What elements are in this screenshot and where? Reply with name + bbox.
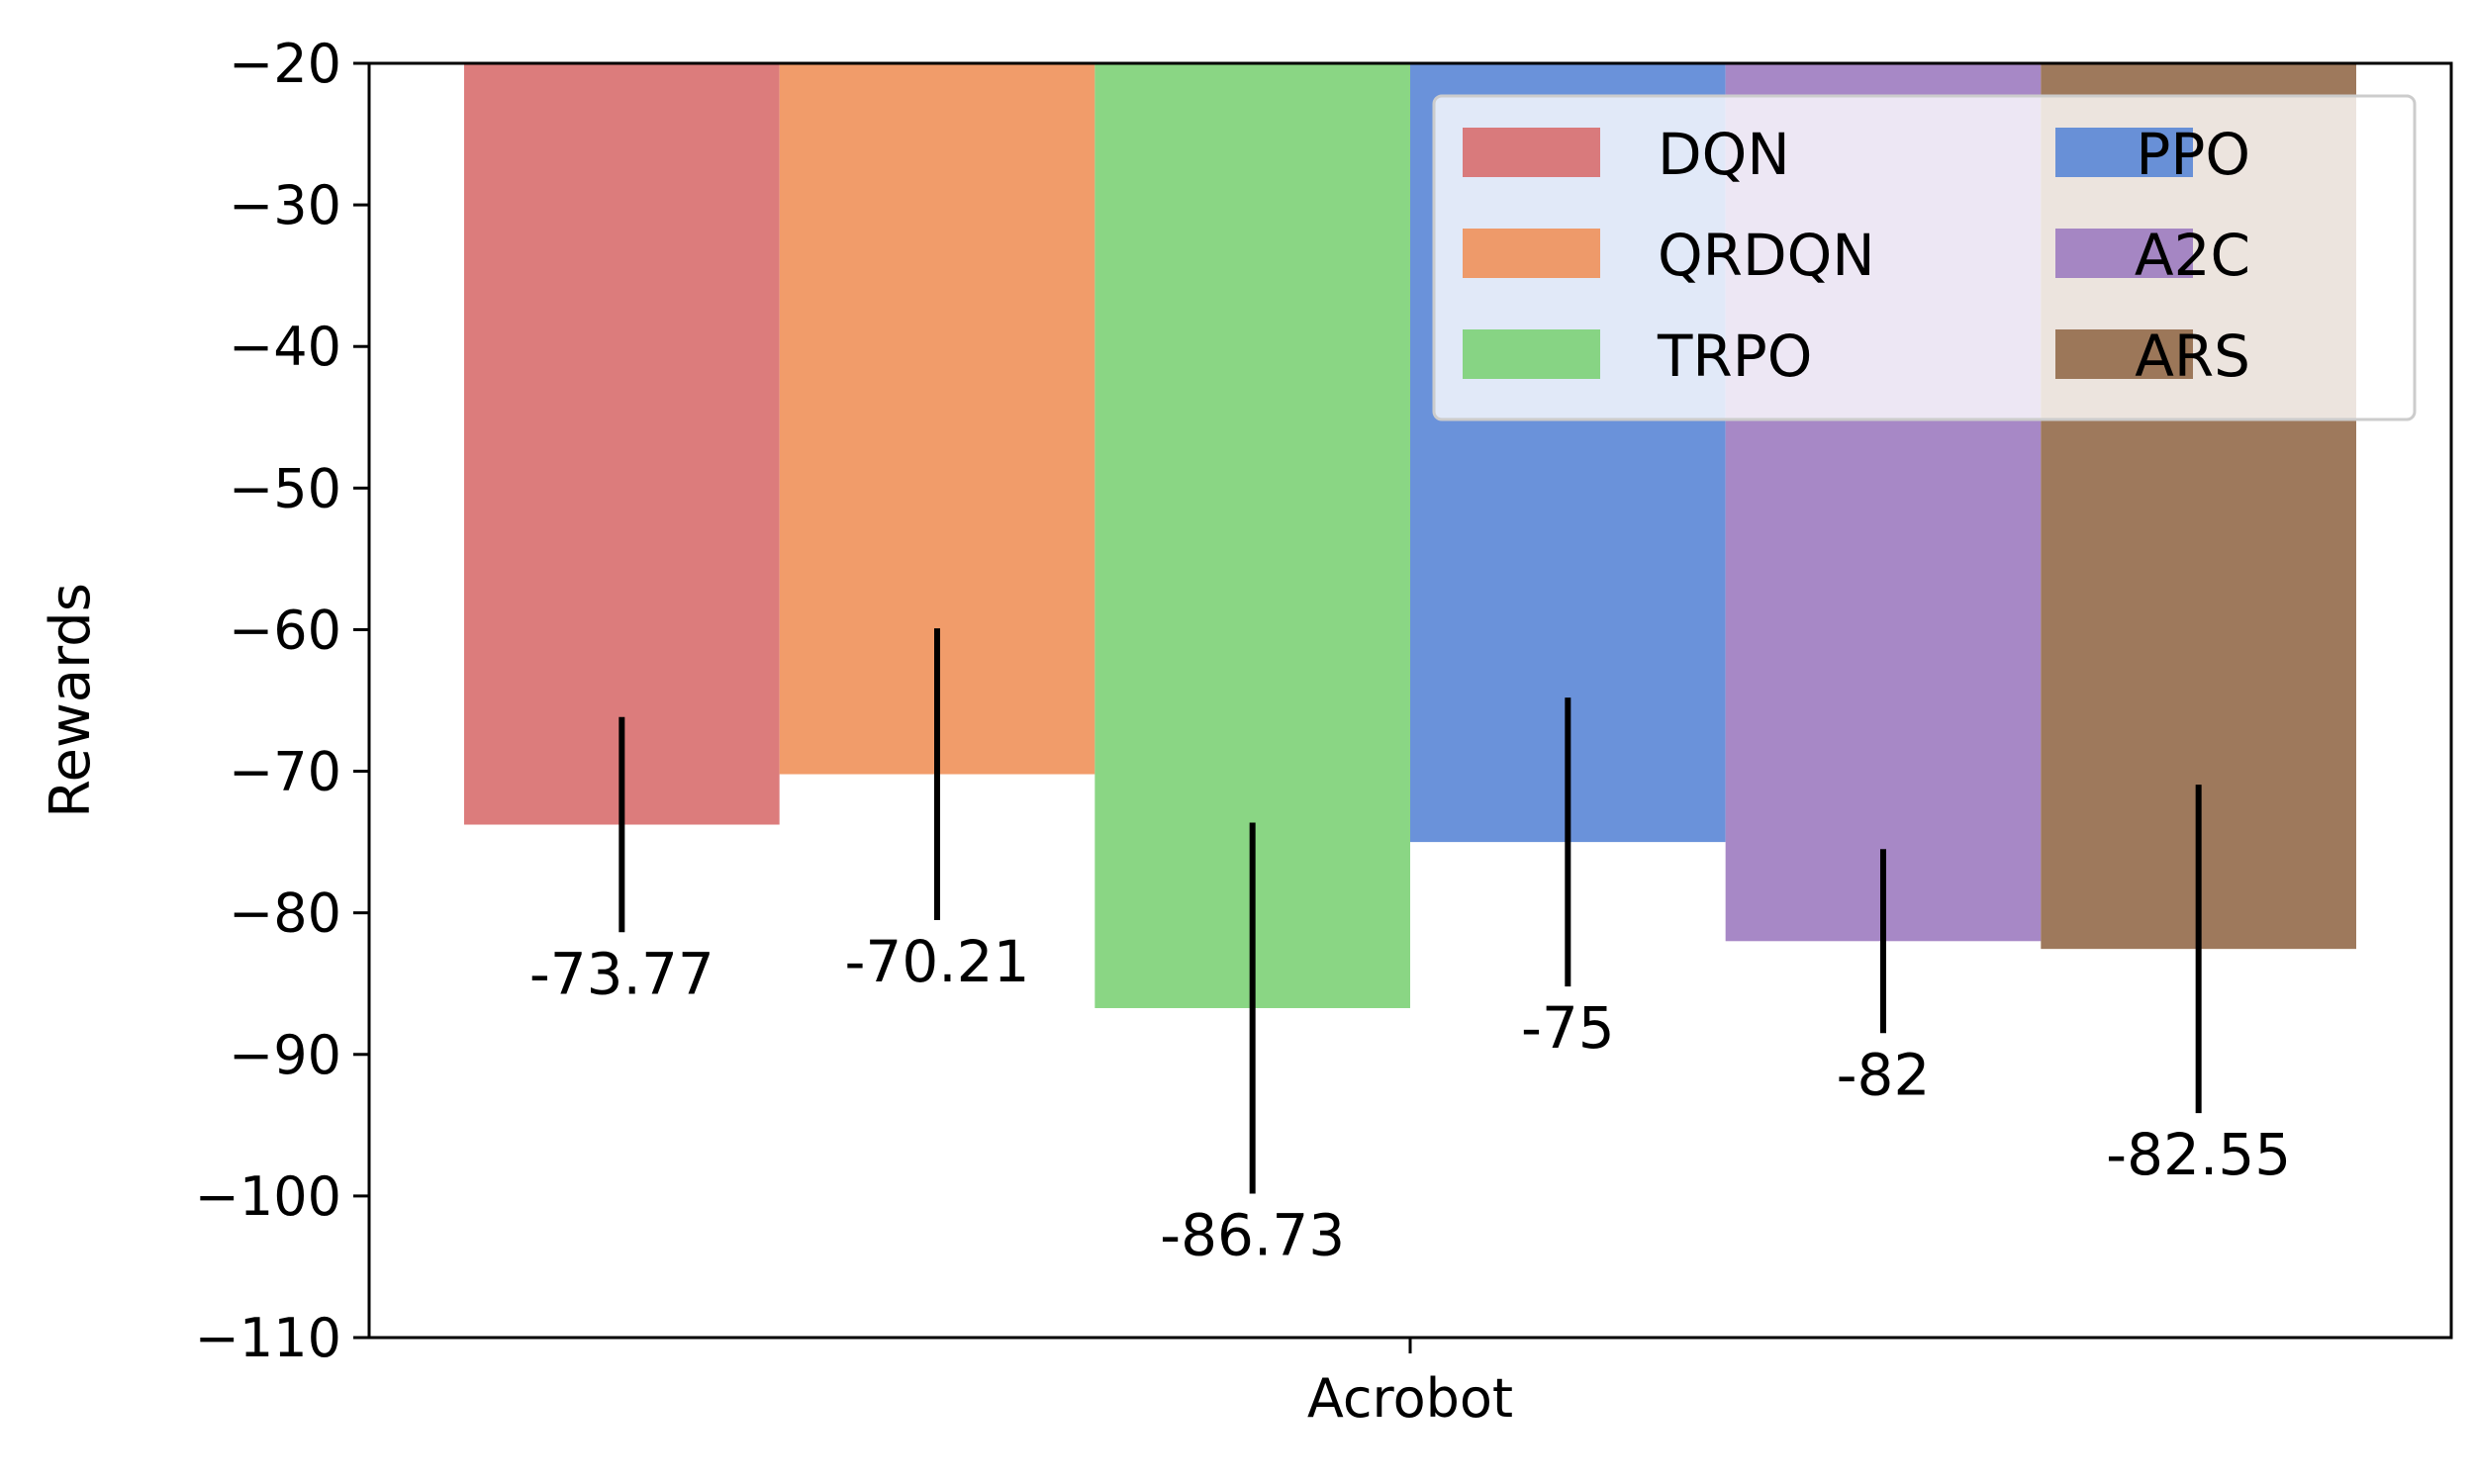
data-label-a2c: -82 (1837, 1041, 1931, 1108)
y-tick-label: −80 (229, 882, 341, 945)
legend-label-a2c: A2C (2135, 222, 2250, 289)
y-tick-label: −30 (229, 174, 341, 236)
y-tick-label: −50 (229, 457, 341, 519)
data-label-ppo: -75 (1521, 994, 1615, 1062)
y-tick-label: −40 (229, 316, 341, 378)
y-tick-label: −110 (195, 1307, 341, 1369)
error-bars (618, 628, 2202, 1194)
y-tick-label: −100 (195, 1165, 341, 1228)
legend-swatch-trpo (1463, 329, 1600, 379)
bar-dqn (464, 63, 780, 825)
legend-swatch-ars (2055, 329, 2193, 379)
legend-label-dqn: DQN (1658, 121, 1790, 188)
data-label-ars: -82.55 (2106, 1121, 2291, 1188)
legend: DQN QRDQN TRPO PPO A2C ARS (1432, 94, 2417, 421)
y-tick-label: −70 (229, 741, 341, 803)
legend-label-ars: ARS (2135, 323, 2250, 390)
legend-label-ppo: PPO (2136, 121, 2250, 188)
x-axis: Acrobot (1307, 1338, 1513, 1430)
y-axis: −20 −30 −40 −50 −60 −70 −80 −90 −100 −110 (195, 33, 369, 1369)
legend-label-trpo: TRPO (1657, 323, 1812, 390)
legend-swatch-a2c (2055, 229, 2193, 278)
y-tick-label: −20 (229, 33, 341, 95)
data-label-qrdqn: -70.21 (845, 928, 1030, 995)
legend-swatch-dqn (1463, 128, 1600, 177)
data-label-dqn: -73.77 (529, 940, 714, 1007)
legend-swatch-qrdqn (1463, 229, 1600, 278)
x-tick-label: Acrobot (1307, 1367, 1513, 1430)
data-label-trpo: -86.73 (1160, 1201, 1345, 1268)
legend-label-qrdqn: QRDQN (1658, 222, 1875, 289)
y-tick-label: −90 (229, 1024, 341, 1086)
y-axis-label: Rewards (39, 583, 103, 818)
data-labels: -73.77 -70.21 -86.73 -75 -82 -82.55 (529, 928, 2291, 1268)
legend-swatch-ppo (2055, 128, 2193, 177)
y-tick-label: −60 (229, 599, 341, 661)
